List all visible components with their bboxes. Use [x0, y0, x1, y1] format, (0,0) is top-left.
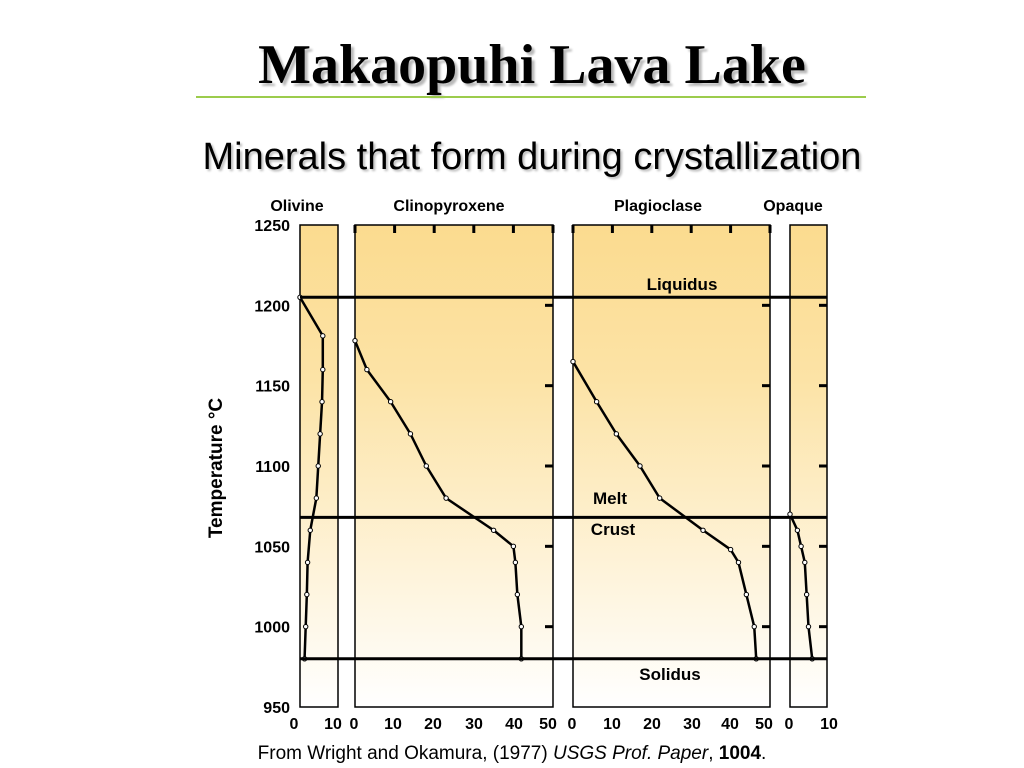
page-title: Makaopuhi Lava Lake [258, 34, 806, 96]
x-tick-label: 0 [785, 716, 794, 733]
data-point [407, 431, 414, 437]
x-tick-label: 10 [324, 716, 342, 733]
data-point [613, 431, 620, 437]
data-point [320, 333, 326, 339]
annotation-crust: Crust [591, 520, 636, 539]
data-point [743, 591, 750, 598]
x-tick-label: 20 [643, 716, 661, 733]
data-point [443, 495, 449, 501]
caption-volume: 1004 [718, 743, 762, 764]
caption-end: . [761, 743, 767, 764]
data-point [751, 623, 757, 630]
data-point [423, 463, 429, 469]
data-point [593, 399, 600, 405]
data-point [317, 431, 323, 437]
data-point [512, 559, 519, 566]
x-tick-label: 0 [350, 716, 359, 733]
y-axis-title: Temperature °C [206, 398, 227, 539]
data-point [805, 623, 812, 630]
data-point [727, 546, 734, 553]
source-caption: From Wright and Okamura, (1977) USGS Pro… [0, 742, 1024, 766]
data-point [794, 527, 801, 533]
annotation-solidus: Solidus [639, 665, 700, 684]
data-point [304, 559, 311, 566]
x-tick-label: 30 [465, 716, 483, 733]
series-line-olivine [298, 296, 325, 659]
caption-separator: , [708, 743, 719, 764]
data-point [656, 495, 663, 501]
x-tick-label: 40 [505, 716, 523, 733]
data-point [518, 623, 525, 630]
x-tick-label: 50 [539, 716, 557, 733]
caption-prefix: From Wright and Okamura, (1977) [257, 743, 553, 764]
panel-label-olivine: Olivine [270, 198, 323, 215]
y-tick-label: 1150 [255, 379, 290, 396]
data-point [303, 623, 309, 630]
data-point [313, 495, 320, 501]
data-point [304, 591, 310, 598]
x-tick-label: 30 [683, 716, 701, 733]
data-point [802, 559, 808, 566]
annotation-liquidus: Liquidus [647, 275, 718, 294]
data-point [319, 399, 325, 405]
y-tick-label: 1100 [255, 459, 290, 476]
panel-label-opaque: Opaque [763, 198, 823, 215]
data-point [315, 463, 321, 469]
y-tick-label: 1250 [254, 218, 290, 235]
y-tick-label: 1200 [254, 298, 290, 315]
x-tick-label: 40 [721, 716, 739, 733]
x-tick-label: 10 [820, 716, 838, 733]
data-point [735, 559, 742, 566]
page-subtitle: Minerals that form during crystallizatio… [202, 136, 862, 178]
y-tick-label: 950 [263, 700, 290, 717]
data-point [798, 543, 804, 550]
data-point [570, 358, 576, 365]
data-point [490, 527, 497, 533]
x-tick-label: 0 [290, 716, 299, 733]
data-point [700, 527, 706, 533]
data-point [320, 366, 326, 373]
data-point [364, 366, 370, 373]
panel-plagioclase [572, 224, 771, 708]
data-point [307, 527, 313, 533]
data-point [352, 337, 358, 344]
y-tick-label: 1000 [254, 620, 290, 637]
x-tick-label: 50 [755, 716, 773, 733]
data-point [387, 399, 394, 405]
mineral-crystallization-chart: Olivine 0 10 Clinopyroxene 0 10 20 30 40 50 Plagio… [206, 198, 838, 733]
x-tick-label: 10 [603, 716, 621, 733]
data-point [803, 591, 810, 598]
data-point [787, 511, 793, 517]
y-tick-label: 1050 [254, 539, 290, 556]
data-point [510, 543, 517, 550]
title-underline [196, 96, 866, 98]
panel-label-plagioclase: Plagioclase [614, 198, 702, 215]
x-tick-label: 10 [384, 716, 402, 733]
data-point [514, 591, 521, 598]
x-tick-label: 0 [568, 716, 577, 733]
caption-journal: USGS Prof. Paper [552, 743, 709, 764]
series-line-clinopyroxene [353, 340, 523, 659]
data-point [637, 463, 643, 469]
annotation-melt: Melt [593, 489, 627, 508]
panel-label-clinopyroxene: Clinopyroxene [393, 198, 504, 215]
x-tick-label: 20 [424, 716, 442, 733]
